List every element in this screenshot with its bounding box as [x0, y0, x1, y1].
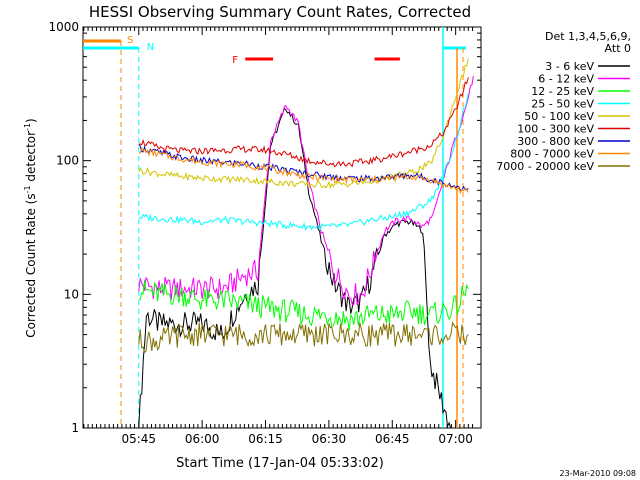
legend-label-2: 6 - 12 keV: [538, 73, 594, 86]
x-tick-label: 06:45: [375, 432, 410, 446]
legend-label-9: 7000 - 20000 keV: [496, 160, 594, 173]
y-tick-label: 1000: [48, 20, 79, 34]
y-tick-label: 10: [64, 287, 79, 301]
series-line-3: [138, 279, 469, 331]
legend-label-5: 50 - 100 keV: [524, 110, 594, 123]
legend-label-4: 25 - 50 keV: [531, 98, 594, 111]
legend-title-line1: Det 1,3,4,5,6,9,: [545, 30, 631, 43]
legend-label-7: 300 - 800 keV: [517, 135, 594, 148]
x-tick-label: 06:15: [248, 432, 283, 446]
x-tick-label: 06:00: [185, 432, 220, 446]
chart-title: HESSI Observing Summary Count Rates, Cor…: [89, 3, 471, 21]
y-tick-label: 100: [56, 154, 79, 168]
saa-label: S: [127, 35, 133, 46]
x-tick-label: 05:45: [121, 432, 156, 446]
series-line-7: [138, 144, 469, 191]
series-line-1: [138, 107, 452, 429]
series-line-4: [138, 93, 469, 232]
legend-label-3: 12 - 25 keV: [531, 85, 594, 98]
y-tick-label: 1: [71, 421, 79, 435]
series-line-2: [138, 75, 474, 306]
x-tick-label: 06:30: [312, 432, 347, 446]
series-line-6: [138, 77, 469, 168]
x-tick-label: 07:00: [438, 432, 473, 446]
plot-area: 05:45 06:00 06:15 06:30 06:45 07:00 1 10 100 1000…: [48, 20, 482, 446]
y-axis-label: Corrected Count Rate (s-1 detector-1): [23, 118, 38, 337]
x-axis-label: Start Time (17-Jan-04 05:33:02): [176, 456, 384, 471]
legend-title-line2: Att 0: [605, 42, 631, 55]
legend-label-6: 100 - 300 keV: [517, 123, 594, 136]
legend-label-1: 3 - 6 keV: [545, 60, 594, 73]
series-line-9: [138, 321, 469, 354]
footer-date: 23-Mar-2010 09:08: [560, 469, 637, 478]
series-line-8: [138, 146, 469, 195]
legend-label-8: 800 - 7000 keV: [510, 148, 594, 161]
night-label: N: [147, 42, 154, 53]
series-line-5: [138, 58, 469, 190]
flare-label: F: [232, 55, 238, 66]
